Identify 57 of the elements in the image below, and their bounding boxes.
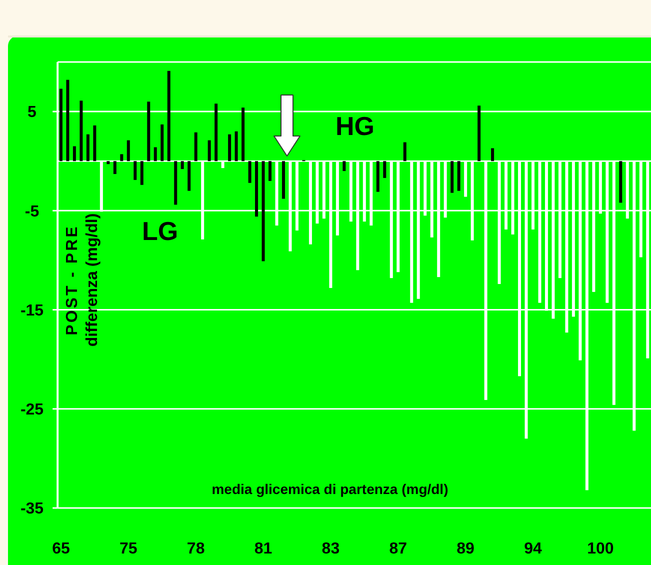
bar bbox=[66, 80, 70, 162]
annotation: LG bbox=[142, 216, 178, 246]
bar bbox=[93, 125, 96, 162]
y-tick-label: -5 bbox=[24, 203, 40, 220]
bar bbox=[491, 148, 494, 162]
bar bbox=[160, 124, 164, 162]
bar bbox=[126, 140, 130, 162]
bar bbox=[248, 161, 252, 183]
bar bbox=[450, 161, 454, 193]
bar bbox=[208, 140, 211, 162]
bar bbox=[214, 104, 218, 162]
bar bbox=[140, 161, 144, 185]
bar bbox=[376, 161, 380, 192]
x-axis-title: media glicemica di partenza (mg/dl) bbox=[212, 481, 448, 497]
bar bbox=[167, 70, 170, 162]
x-tick-label: 83 bbox=[322, 540, 340, 558]
bar bbox=[234, 131, 238, 162]
bar bbox=[59, 88, 62, 162]
bar bbox=[478, 106, 481, 162]
x-tick-label: 78 bbox=[186, 540, 205, 558]
y-tick-label: -25 bbox=[20, 401, 44, 418]
bar bbox=[268, 161, 272, 181]
annotation: HG bbox=[336, 111, 374, 141]
y-tick-label: -35 bbox=[20, 500, 44, 518]
bar bbox=[383, 161, 386, 178]
bar bbox=[403, 142, 406, 162]
bar bbox=[180, 161, 184, 170]
x-tick-label: 94 bbox=[524, 540, 542, 558]
bar bbox=[194, 132, 198, 162]
bar bbox=[154, 147, 157, 162]
bar bbox=[134, 161, 137, 180]
bar bbox=[342, 161, 346, 172]
bar bbox=[188, 161, 191, 191]
bar bbox=[80, 100, 83, 162]
bar bbox=[619, 161, 622, 203]
bar bbox=[106, 161, 110, 164]
x-tick-label: 87 bbox=[389, 540, 408, 558]
bar bbox=[147, 102, 150, 162]
bar bbox=[120, 154, 124, 162]
bar bbox=[262, 161, 265, 262]
bar bbox=[282, 161, 285, 199]
y-axis-title: POST - PRE differenza (mg/dl) bbox=[64, 213, 101, 347]
y-tick-label: -15 bbox=[20, 302, 44, 320]
bar bbox=[86, 134, 90, 162]
bar bbox=[228, 134, 232, 162]
x-tick-label: 81 bbox=[254, 540, 272, 558]
bar bbox=[72, 146, 76, 162]
x-tick-label: 100 bbox=[587, 540, 614, 558]
bar bbox=[242, 108, 245, 162]
bar bbox=[255, 161, 258, 217]
x-tick-label: 65 bbox=[52, 540, 70, 558]
bar bbox=[174, 161, 178, 205]
y-tick-label: 5 bbox=[28, 104, 37, 122]
x-tick-label: 89 bbox=[456, 540, 475, 558]
bar bbox=[457, 161, 460, 191]
x-tick-label: 75 bbox=[120, 540, 138, 558]
bar bbox=[113, 161, 116, 174]
